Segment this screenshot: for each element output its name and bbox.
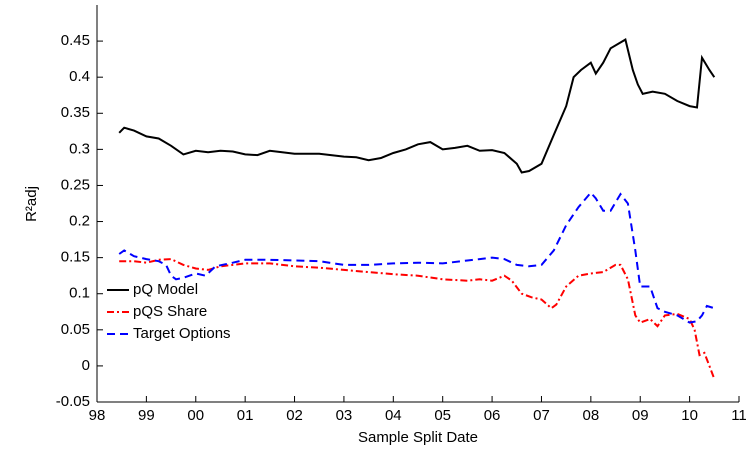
y-tick-label: 0.15 <box>61 249 90 266</box>
y-tick-label: -0.05 <box>56 393 90 410</box>
x-tick-label: 10 <box>681 407 698 424</box>
x-tick-label: 99 <box>138 407 155 424</box>
x-axis-label: Sample Split Date <box>358 429 478 446</box>
x-tick-label: 04 <box>385 407 402 424</box>
y-tick-label: 0.05 <box>61 321 90 338</box>
x-tick-label: 02 <box>286 407 303 424</box>
y-tick-label: 0.4 <box>69 68 90 85</box>
x-tick-label: 11 <box>731 407 747 424</box>
series-line <box>118 38 716 174</box>
series-line <box>119 258 716 380</box>
x-tick-label: 01 <box>237 407 254 424</box>
y-tick-label: 0.1 <box>69 285 90 302</box>
x-tick-label: 09 <box>632 407 649 424</box>
x-tick-label: 98 <box>89 407 106 424</box>
legend-label: pQS Share <box>133 303 207 320</box>
series-line <box>118 191 715 324</box>
y-tick-label: 0.25 <box>61 176 90 193</box>
legend-label: Target Options <box>133 325 231 342</box>
y-tick-label: 0.3 <box>69 140 90 157</box>
x-tick-label: 03 <box>336 407 353 424</box>
y-tick-label: 0.2 <box>69 213 90 230</box>
legend-label: pQ Model <box>133 281 198 298</box>
x-tick-label: 08 <box>583 407 600 424</box>
x-tick-label: 06 <box>484 407 501 424</box>
y-axis-label: R²adj <box>23 186 40 222</box>
x-tick-label: 07 <box>533 407 550 424</box>
x-tick-label: 00 <box>187 407 204 424</box>
y-tick-label: 0 <box>82 357 90 374</box>
y-tick-label: 0.35 <box>61 104 90 121</box>
x-tick-label: 05 <box>434 407 451 424</box>
y-tick-label: 0.45 <box>61 32 90 49</box>
